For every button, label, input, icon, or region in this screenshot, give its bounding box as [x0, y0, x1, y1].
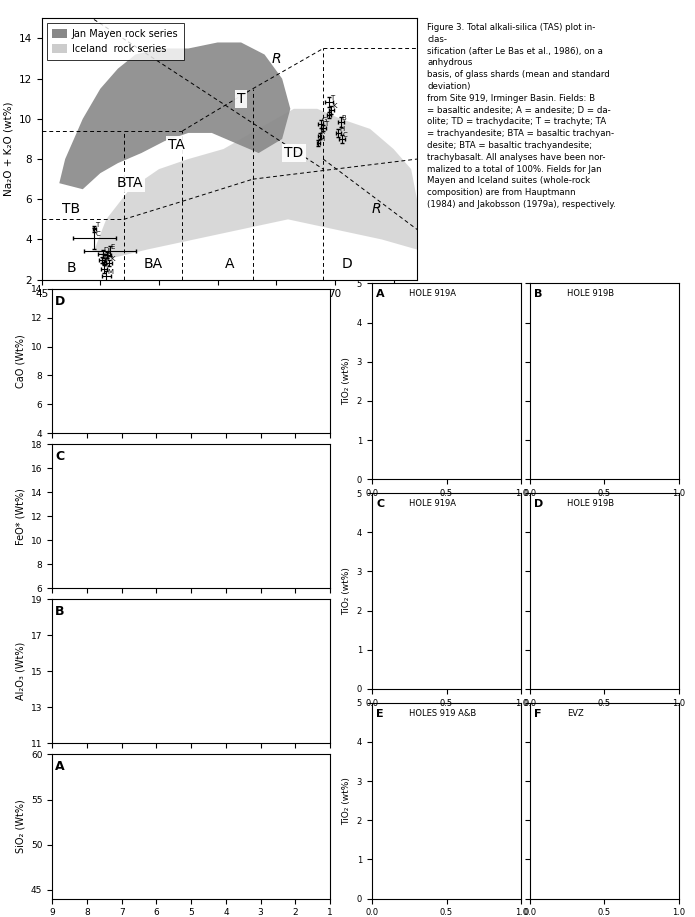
- Text: D: D: [55, 294, 65, 307]
- Polygon shape: [59, 42, 291, 189]
- Text: C: C: [95, 231, 100, 238]
- Y-axis label: Na₂O + K₂O (wt%): Na₂O + K₂O (wt%): [3, 102, 13, 196]
- Text: G: G: [321, 117, 327, 123]
- Text: T: T: [237, 92, 245, 105]
- Text: E: E: [376, 709, 384, 719]
- Text: D: D: [104, 247, 109, 252]
- Text: E: E: [111, 244, 115, 249]
- Text: M: M: [107, 269, 113, 275]
- Text: B: B: [105, 255, 110, 260]
- Text: H: H: [319, 137, 325, 142]
- Text: B: B: [66, 260, 76, 274]
- Y-axis label: TiO₂ (wt%): TiO₂ (wt%): [342, 567, 351, 615]
- Text: EVZ: EVZ: [567, 709, 584, 718]
- Y-axis label: FeO* (Wt%): FeO* (Wt%): [15, 488, 25, 545]
- Text: H: H: [339, 127, 344, 132]
- Text: K: K: [332, 103, 336, 109]
- Text: B: B: [341, 115, 346, 121]
- Y-axis label: Al₂O₃ (Wt%): Al₂O₃ (Wt%): [15, 642, 25, 701]
- Y-axis label: TiO₂ (wt%): TiO₂ (wt%): [342, 777, 351, 824]
- Text: A: A: [55, 760, 65, 773]
- Legend: Jan Mayen rock series, Iceland  rock series: Jan Mayen rock series, Iceland rock seri…: [47, 23, 184, 60]
- Text: R: R: [371, 203, 381, 216]
- Text: C: C: [55, 450, 64, 463]
- Text: B: B: [55, 605, 65, 618]
- Text: A: A: [320, 129, 325, 135]
- Text: B: B: [534, 289, 543, 299]
- Text: TD: TD: [284, 146, 304, 160]
- Text: I: I: [329, 108, 332, 114]
- Polygon shape: [95, 109, 417, 260]
- Text: T: T: [324, 121, 328, 127]
- Text: C: C: [343, 132, 348, 138]
- Text: Figure 3. Total alkali-silica (TAS) plot in-
clas-
sification (after Le Bas et a: Figure 3. Total alkali-silica (TAS) plot…: [427, 23, 616, 209]
- Text: D: D: [534, 499, 543, 509]
- Text: H: H: [103, 252, 108, 259]
- Text: K: K: [110, 256, 115, 261]
- Text: A: A: [224, 257, 234, 271]
- Text: HOLE 919B: HOLE 919B: [567, 289, 614, 298]
- Text: HOLE 919A: HOLE 919A: [409, 499, 456, 508]
- Text: D: D: [341, 257, 352, 271]
- X-axis label: SiO₂  (wt%): SiO₂ (wt%): [197, 305, 261, 315]
- Text: N: N: [105, 261, 110, 268]
- Text: T: T: [95, 223, 99, 228]
- Text: HOLES 919 A&B: HOLES 919 A&B: [409, 709, 477, 718]
- Text: HOLE 919B: HOLE 919B: [567, 499, 614, 508]
- Y-axis label: CaO (Wt%): CaO (Wt%): [15, 334, 25, 388]
- Text: HOLE 919A: HOLE 919A: [409, 289, 456, 298]
- Text: R: R: [272, 51, 281, 65]
- Text: F: F: [534, 709, 541, 719]
- Text: C: C: [376, 499, 384, 509]
- Y-axis label: SiO₂ (Wt%): SiO₂ (Wt%): [15, 800, 25, 854]
- Text: BA: BA: [144, 257, 163, 271]
- Text: TA: TA: [168, 138, 185, 152]
- Text: A: A: [376, 289, 385, 299]
- Text: T: T: [329, 95, 334, 101]
- Text: BTA: BTA: [116, 176, 143, 190]
- Y-axis label: TiO₂ (wt%): TiO₂ (wt%): [342, 358, 351, 405]
- Text: J: J: [108, 248, 111, 254]
- Text: TB: TB: [62, 203, 80, 216]
